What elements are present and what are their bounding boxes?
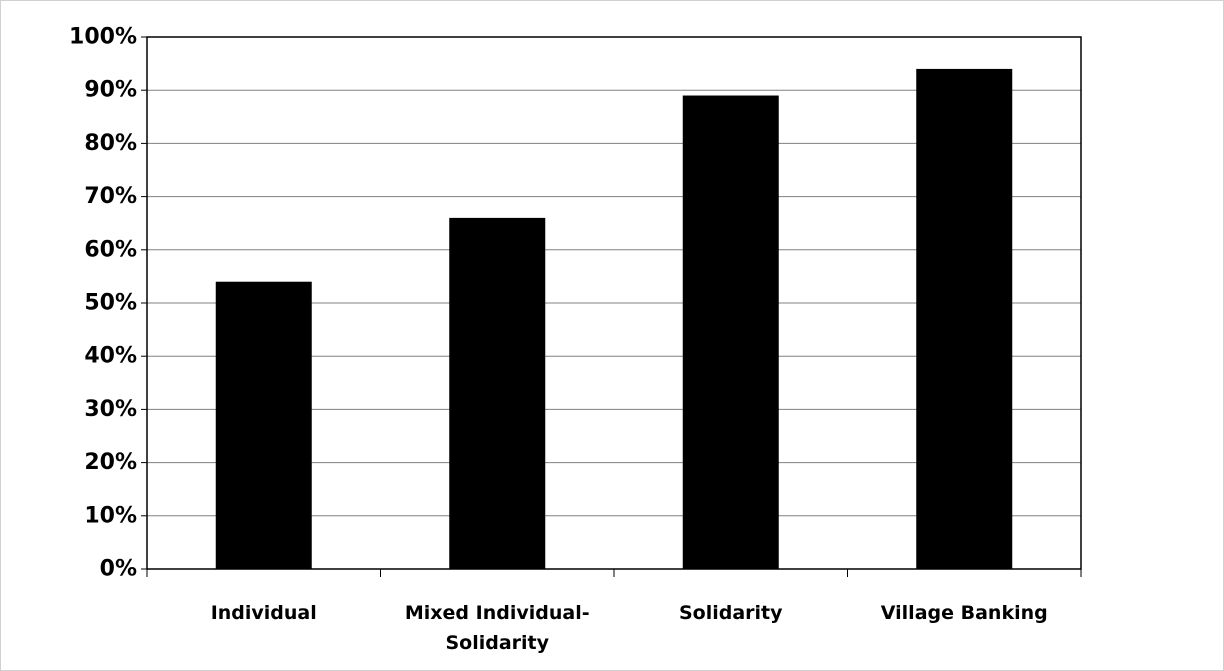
category-label: Solidarity bbox=[679, 602, 783, 624]
y-tick-label: 80% bbox=[84, 131, 137, 156]
y-tick-label: 30% bbox=[84, 397, 137, 422]
category-label: Mixed Individual-Solidarity bbox=[405, 602, 590, 654]
category-label: Village Banking bbox=[881, 602, 1048, 624]
y-tick-label: 90% bbox=[84, 78, 137, 103]
y-tick-label: 70% bbox=[84, 184, 137, 209]
category-label: Individual bbox=[211, 602, 317, 624]
y-tick-labels: 0% 10% 20% 30% 40% 50% 60% 70% 80% 90% 100% bbox=[69, 25, 137, 582]
y-tick-label: 40% bbox=[84, 344, 137, 369]
bar bbox=[682, 95, 779, 570]
y-tick-label: 60% bbox=[84, 237, 137, 262]
bars bbox=[215, 68, 1013, 570]
y-tick-label: 100% bbox=[69, 25, 137, 50]
y-tick-label: 20% bbox=[84, 450, 137, 475]
bar bbox=[449, 217, 546, 569]
bar bbox=[916, 68, 1013, 570]
bar bbox=[215, 281, 312, 569]
y-tick-label: 0% bbox=[100, 557, 137, 582]
category-labels: Individual Mixed Individual-Solidarity Sol… bbox=[211, 602, 1048, 654]
y-tick-label: 10% bbox=[84, 503, 137, 528]
y-tick-label: 50% bbox=[84, 291, 137, 316]
axes bbox=[141, 36, 1082, 577]
